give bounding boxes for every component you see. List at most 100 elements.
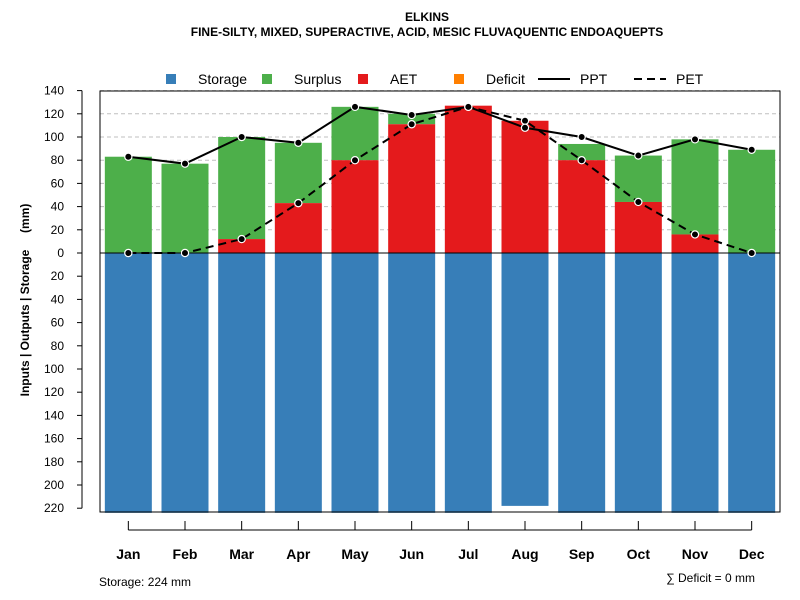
pet-point-dec <box>747 248 756 258</box>
x-tick-label-jan: Jan <box>116 546 140 562</box>
aet-bar-may <box>331 160 379 253</box>
x-tick-label-jun: Jun <box>399 546 424 562</box>
legend-swatch-deficit <box>454 74 464 84</box>
legend-label-aet: AET <box>390 71 418 87</box>
y-tick-label-16: 180 <box>44 455 64 469</box>
x-tick-label-dec: Dec <box>739 546 765 562</box>
y-tick-label-5: 40 <box>51 200 65 214</box>
storage-bar-jan <box>104 253 152 513</box>
ppt-point-sep <box>577 132 586 142</box>
surplus-bar-mar <box>218 137 266 240</box>
legend-swatch-aet <box>358 74 368 84</box>
storage-bar-jun <box>388 253 436 513</box>
chart-subtitle: FINE-SILTY, MIXED, SUPERACTIVE, ACID, ME… <box>191 25 663 39</box>
ppt-line <box>128 105 752 165</box>
storage-bar-nov <box>671 253 719 513</box>
surplus-bar-feb <box>161 163 209 253</box>
pet-point-jun <box>407 120 416 129</box>
ppt-point-jan <box>124 152 133 161</box>
y-tick-label-12: 100 <box>44 362 64 376</box>
legend-label-deficit: Deficit <box>486 71 525 87</box>
aet-bar-jun <box>388 124 436 254</box>
surplus-bar-dec <box>728 149 776 253</box>
pet-point-aug <box>520 116 530 125</box>
x-tick-label-oct: Oct <box>627 546 651 562</box>
aet-bar-sep <box>558 160 606 253</box>
ppt-point-feb <box>180 159 190 168</box>
y-tick-label-11: 80 <box>51 339 65 353</box>
pet-point-sep <box>577 155 586 165</box>
legend: Storage Surplus AET Deficit PPT PET <box>166 71 704 87</box>
legend-label-pet: PET <box>676 71 704 87</box>
surplus-bar-apr <box>274 142 322 204</box>
pet-point-feb <box>180 248 190 258</box>
bars <box>100 105 780 513</box>
pet-point-mar <box>237 234 246 244</box>
x-tick-label-feb: Feb <box>173 546 198 562</box>
pet-point-apr <box>294 198 303 208</box>
storage-bar-apr <box>274 253 322 513</box>
deficit-note: ∑ Deficit = 0 mm <box>666 571 755 585</box>
y-tick-label-14: 140 <box>44 408 64 422</box>
y-tick-label-10: 60 <box>51 316 65 330</box>
y-tick-label-13: 120 <box>44 385 64 399</box>
ppt-point-dec <box>747 145 756 154</box>
storage-bar-mar <box>218 253 266 513</box>
x-tick-label-apr: Apr <box>286 546 311 562</box>
chart-title: ELKINS <box>405 10 449 24</box>
y-tick-label-6: 20 <box>51 223 65 237</box>
x-tick-label-aug: Aug <box>511 546 538 562</box>
y-axis-label: Inputs | Outputs | Storage (mm) <box>18 204 32 397</box>
surplus-bar-jan <box>104 156 152 253</box>
surplus-bar-oct <box>614 155 662 202</box>
legend-label-surplus: Surplus <box>294 71 341 87</box>
aet-bar-aug <box>501 120 549 253</box>
legend-label-ppt: PPT <box>580 71 608 87</box>
storage-bar-may <box>331 253 379 513</box>
surplus-bar-may <box>331 106 379 161</box>
x-tick-label-mar: Mar <box>229 546 254 562</box>
pet-point-nov <box>690 230 700 239</box>
surplus-bar-nov <box>671 139 719 235</box>
storage-bar-sep <box>558 253 606 513</box>
pet-point-jan <box>124 248 133 258</box>
y-tick-label-2: 100 <box>44 130 64 144</box>
surplus-bar-sep <box>558 143 606 161</box>
y-tick-label-8: 20 <box>51 269 65 283</box>
y-tick-label-15: 160 <box>44 432 64 446</box>
plot-frame <box>99 90 781 513</box>
ppt-point-nov <box>690 135 700 144</box>
y-tick-label-17: 200 <box>44 478 64 492</box>
ppt-point-may <box>350 102 360 112</box>
x-tick-label-may: May <box>341 546 368 562</box>
aet-bar-apr <box>274 203 322 253</box>
y-tick-label-0: 140 <box>44 84 64 98</box>
y-tick-label-1: 120 <box>44 107 64 121</box>
ppt-point-apr <box>294 138 303 147</box>
pet-point-oct <box>634 197 643 207</box>
x-tick-label-sep: Sep <box>569 546 595 562</box>
pet-point-may <box>350 155 360 165</box>
y-tick-label-7: 0 <box>57 246 64 260</box>
pet-line <box>128 105 752 254</box>
x-tick-label-nov: Nov <box>682 546 709 562</box>
axes: 1401201008060402002040608010012014016018… <box>44 84 781 562</box>
aet-bar-jul <box>444 105 492 254</box>
storage-bar-dec <box>728 253 776 513</box>
y-tick-label-3: 80 <box>51 153 65 167</box>
aet-bar-oct <box>614 201 662 253</box>
legend-swatch-storage <box>166 74 176 84</box>
ppt-point-jun <box>407 110 416 120</box>
y-tick-label-9: 40 <box>51 292 65 306</box>
ppt-point-mar <box>237 132 246 142</box>
storage-bar-oct <box>614 253 662 513</box>
y-tick-label-18: 220 <box>44 501 64 515</box>
storage-note: Storage: 224 mm <box>99 575 191 589</box>
gridlines <box>100 90 780 231</box>
x-tick-label-jul: Jul <box>458 546 478 562</box>
legend-label-storage: Storage <box>198 71 247 87</box>
ppt-point-jul <box>464 102 473 112</box>
series-lines <box>124 102 756 258</box>
ppt-point-oct <box>634 151 643 160</box>
